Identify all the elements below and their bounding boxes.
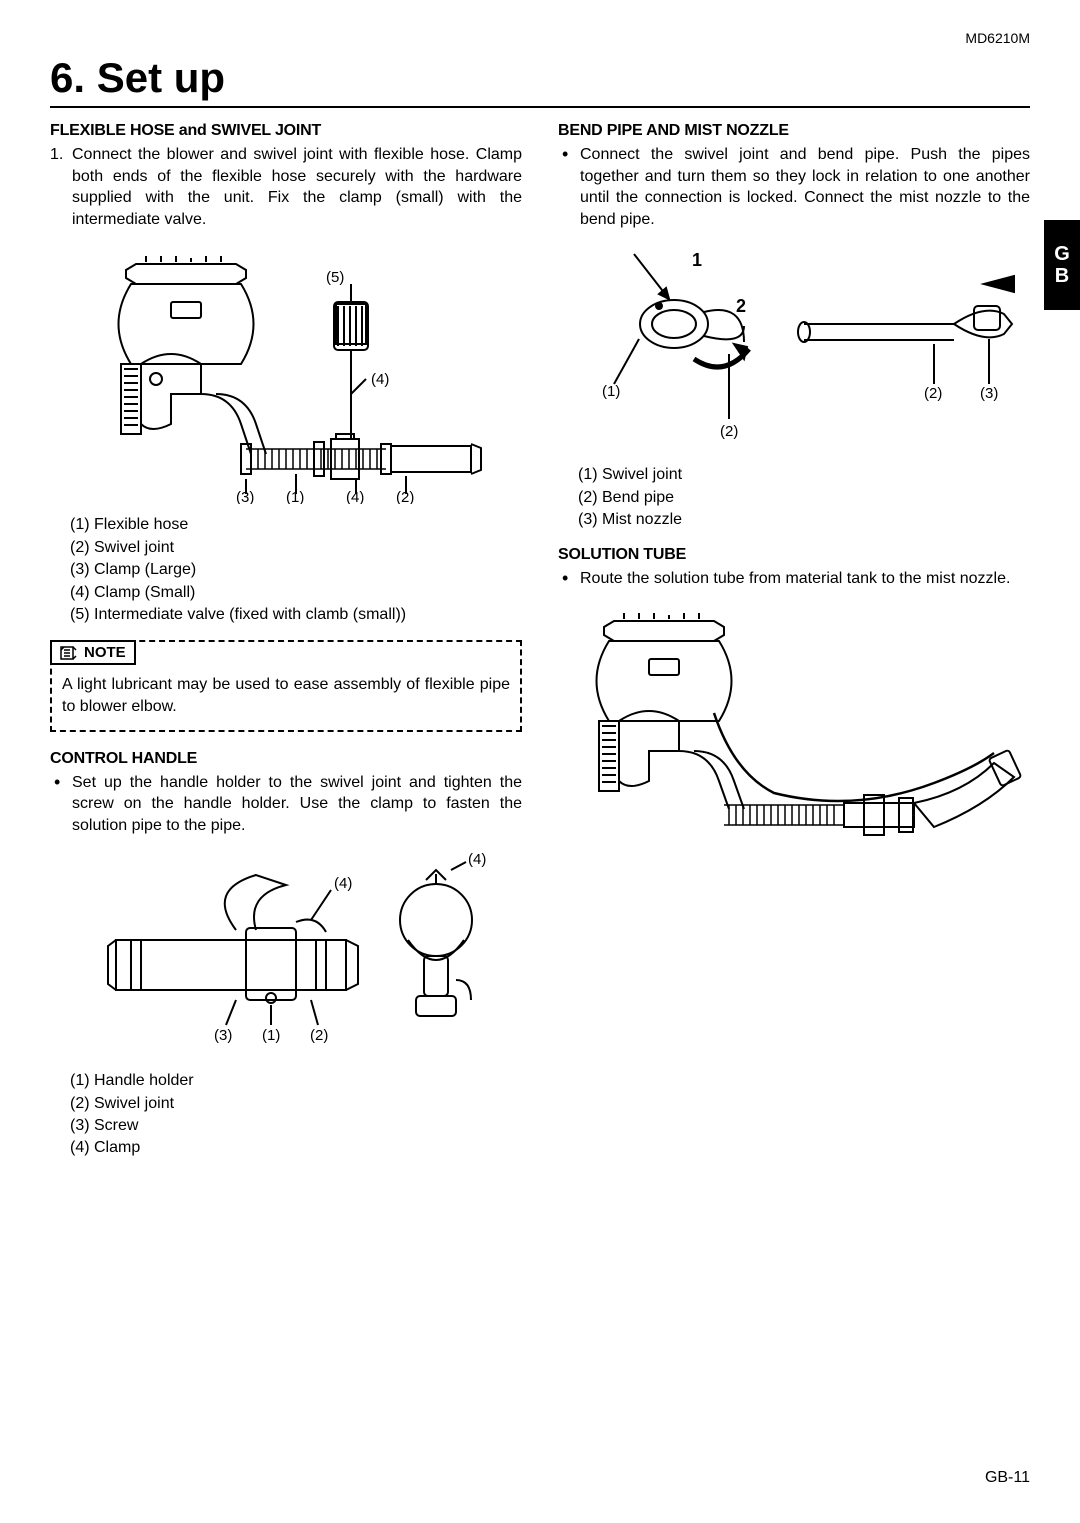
legend-item: (3) Screw	[70, 1115, 522, 1137]
list-flexible-hose: 1. Connect the blower and swivel joint w…	[50, 144, 522, 230]
svg-text:(4): (4)	[334, 875, 352, 892]
legend-item: (4) Clamp	[70, 1137, 522, 1159]
svg-text:(4): (4)	[346, 489, 364, 504]
note-label: NOTE	[84, 644, 126, 661]
list-item: 1. Connect the blower and swivel joint w…	[50, 144, 522, 230]
note-tag: NOTE	[50, 640, 136, 665]
note-box: NOTE A light lubricant may be used to ea…	[50, 640, 522, 731]
figure-solution-tube	[564, 603, 1024, 863]
legend-bend-pipe: (1) Swivel joint (2) Bend pipe (3) Mist …	[578, 464, 1030, 531]
model-number: MD6210M	[50, 30, 1030, 46]
svg-text:(2): (2)	[924, 385, 942, 402]
svg-text:1: 1	[692, 250, 702, 270]
figure-flexible-hose: (5) (4) (3) (1) (4) (2)	[76, 244, 496, 504]
legend-control-handle: (1) Handle holder (2) Swivel joint (3) S…	[70, 1070, 522, 1160]
legend-item: (2) Bend pipe	[578, 487, 1030, 509]
svg-text:(2): (2)	[720, 423, 738, 440]
list-control-handle: Set up the handle holder to the swivel j…	[50, 772, 522, 837]
tab-line-1: G	[1054, 243, 1070, 265]
list-bend-pipe: Connect the swivel joint and bend pipe. …	[558, 144, 1030, 230]
item-marker: 1.	[50, 144, 63, 166]
content-columns: FLEXIBLE HOSE and SWIVEL JOINT 1. Connec…	[50, 122, 1030, 1174]
legend-item: (1) Swivel joint	[578, 464, 1030, 486]
language-tab: G B	[1044, 220, 1080, 310]
svg-text:(2): (2)	[396, 489, 414, 504]
svg-text:(1): (1)	[286, 489, 304, 504]
heading-flexible-hose: FLEXIBLE HOSE and SWIVEL JOINT	[50, 122, 522, 140]
legend-flexible-hose: (1) Flexible hose (2) Swivel joint (3) C…	[70, 514, 522, 626]
note-text: A light lubricant may be used to ease as…	[62, 674, 510, 717]
legend-item: (1) Handle holder	[70, 1070, 522, 1092]
note-icon	[58, 645, 78, 661]
legend-item: (1) Flexible hose	[70, 514, 522, 536]
heading-bend-pipe: BEND PIPE AND MIST NOZZLE	[558, 122, 1030, 140]
tab-line-2: B	[1055, 265, 1069, 287]
svg-text:(3): (3)	[236, 489, 254, 504]
figure-control-handle: (4) (4) (3) (1) (2)	[86, 850, 486, 1060]
right-column: BEND PIPE AND MIST NOZZLE Connect the sw…	[558, 122, 1030, 1174]
figure-bend-pipe: 1 2 (1) (2) (2) (3)	[564, 244, 1024, 454]
item-text: Connect the blower and swivel joint with…	[72, 146, 522, 228]
list-item: Route the solution tube from material ta…	[558, 568, 1030, 590]
legend-item: (4) Clamp (Small)	[70, 582, 522, 604]
svg-text:(1): (1)	[262, 1027, 280, 1044]
title-rule	[50, 106, 1030, 108]
svg-text:2: 2	[736, 296, 746, 316]
legend-item: (3) Mist nozzle	[578, 509, 1030, 531]
svg-text:(5): (5)	[326, 269, 344, 286]
legend-item: (2) Swivel joint	[70, 537, 522, 559]
svg-text:(4): (4)	[468, 851, 486, 868]
heading-control-handle: CONTROL HANDLE	[50, 750, 522, 768]
list-item: Connect the swivel joint and bend pipe. …	[558, 144, 1030, 230]
list-item: Set up the handle holder to the swivel j…	[50, 772, 522, 837]
legend-item: (3) Clamp (Large)	[70, 559, 522, 581]
svg-text:(2): (2)	[310, 1027, 328, 1044]
left-column: FLEXIBLE HOSE and SWIVEL JOINT 1. Connec…	[50, 122, 522, 1174]
svg-text:(3): (3)	[980, 385, 998, 402]
heading-solution-tube: SOLUTION TUBE	[558, 546, 1030, 564]
list-solution-tube: Route the solution tube from material ta…	[558, 568, 1030, 590]
legend-item: (5) Intermediate valve (fixed with clamb…	[70, 604, 522, 626]
chapter-title: 6. Set up	[50, 54, 1030, 102]
svg-text:(1): (1)	[602, 383, 620, 400]
svg-text:(3): (3)	[214, 1027, 232, 1044]
svg-text:(4): (4)	[371, 371, 389, 388]
legend-item: (2) Swivel joint	[70, 1093, 522, 1115]
page-number: GB-11	[985, 1469, 1030, 1487]
